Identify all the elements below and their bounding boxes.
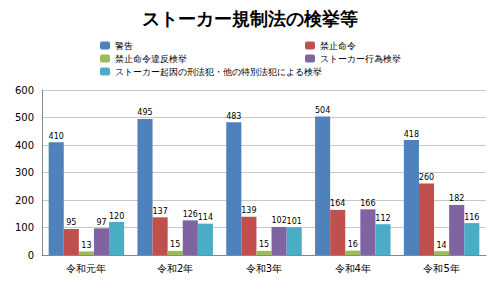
svg-text:100: 100 — [15, 222, 34, 233]
svg-text:13: 13 — [81, 241, 91, 250]
svg-text:120: 120 — [109, 212, 124, 221]
svg-text:400: 400 — [15, 140, 34, 151]
svg-text:令和元年: 令和元年 — [66, 263, 106, 274]
svg-text:102: 102 — [271, 216, 286, 225]
svg-text:260: 260 — [419, 173, 434, 182]
svg-text:114: 114 — [198, 213, 213, 222]
svg-text:504: 504 — [315, 106, 330, 115]
svg-text:令和3年: 令和3年 — [246, 263, 282, 274]
svg-text:警告: 警告 — [115, 41, 133, 51]
svg-text:300: 300 — [15, 167, 34, 178]
svg-text:15: 15 — [170, 240, 180, 249]
svg-text:禁止命令: 禁止命令 — [320, 41, 356, 51]
svg-text:0: 0 — [28, 250, 34, 261]
svg-text:410: 410 — [49, 132, 64, 141]
svg-text:ストーカー規制法の検挙等: ストーカー規制法の検挙等 — [142, 8, 358, 29]
svg-text:101: 101 — [287, 217, 302, 226]
svg-text:495: 495 — [137, 108, 152, 117]
svg-text:137: 137 — [152, 207, 167, 216]
svg-text:126: 126 — [183, 210, 198, 219]
svg-text:95: 95 — [66, 218, 76, 227]
svg-text:ストーカー起因の刑法犯・他の特別法犯による検挙: ストーカー起因の刑法犯・他の特別法犯による検挙 — [115, 67, 322, 77]
svg-text:16: 16 — [348, 240, 358, 249]
svg-text:483: 483 — [226, 112, 241, 121]
svg-text:令和5年: 令和5年 — [423, 263, 459, 274]
svg-text:116: 116 — [464, 213, 479, 222]
svg-text:ストーカー行為検挙: ストーカー行為検挙 — [320, 54, 401, 64]
svg-text:令和2年: 令和2年 — [157, 263, 193, 274]
svg-text:164: 164 — [330, 199, 345, 208]
svg-text:182: 182 — [449, 194, 464, 203]
svg-text:139: 139 — [241, 206, 256, 215]
svg-text:15: 15 — [259, 240, 269, 249]
svg-text:97: 97 — [96, 218, 106, 227]
svg-text:418: 418 — [404, 130, 419, 139]
svg-text:112: 112 — [375, 214, 390, 223]
svg-text:500: 500 — [15, 112, 34, 123]
svg-text:200: 200 — [15, 195, 34, 206]
svg-text:600: 600 — [15, 85, 34, 96]
svg-text:14: 14 — [437, 241, 447, 250]
svg-text:166: 166 — [360, 199, 375, 208]
svg-text:禁止命令違反検挙: 禁止命令違反検挙 — [115, 54, 187, 64]
svg-text:令和4年: 令和4年 — [335, 263, 371, 274]
